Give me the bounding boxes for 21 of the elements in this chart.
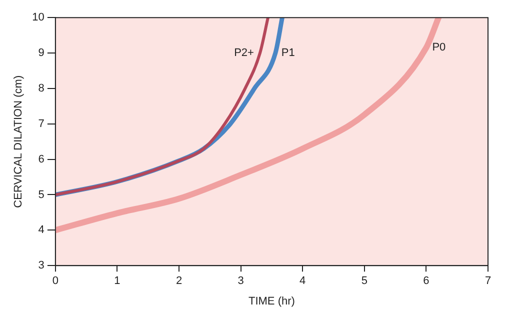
y-tick-label: 4 bbox=[38, 224, 44, 236]
y-tick-label: 8 bbox=[38, 82, 44, 94]
x-tick-label: 1 bbox=[114, 275, 120, 288]
series-label: P2+ bbox=[234, 47, 254, 60]
y-tick-label: 3 bbox=[38, 260, 44, 272]
series-label: P1 bbox=[281, 47, 295, 60]
y-tick-label: 6 bbox=[38, 153, 44, 166]
x-tick-label: 0 bbox=[52, 275, 58, 288]
x-tick-label: 4 bbox=[300, 275, 306, 288]
x-tick-label: 7 bbox=[484, 275, 492, 288]
y-tick-label: 9 bbox=[38, 47, 44, 60]
x-tick-label: 2 bbox=[176, 275, 182, 288]
series-label: P0 bbox=[432, 42, 446, 54]
y-axis-title: CERVICAL DILATION (cm) bbox=[12, 75, 25, 208]
x-tick-label: 5 bbox=[361, 275, 368, 288]
y-tick-label: 7 bbox=[38, 118, 44, 130]
y-tick-label: 10 bbox=[32, 12, 44, 24]
x-tick-label: 3 bbox=[238, 275, 244, 288]
x-tick-label: 6 bbox=[423, 275, 430, 288]
x-axis-title: TIME (hr) bbox=[248, 295, 295, 308]
y-tick-label: 5 bbox=[38, 188, 44, 201]
